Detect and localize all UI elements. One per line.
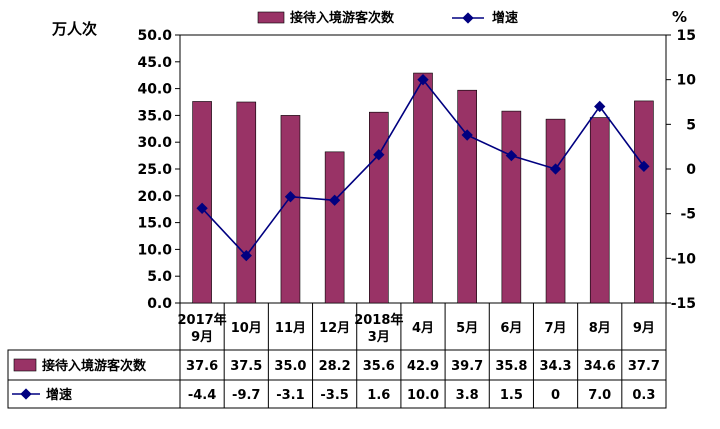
table-cell-bars: 37.6: [186, 359, 218, 374]
y-right-tick-label: 5: [686, 117, 696, 133]
bar: [457, 89, 477, 304]
growth-point: [594, 100, 606, 113]
category-label: 8月: [589, 321, 611, 336]
chart-axes: 0.05.010.015.020.025.030.035.040.045.050…: [137, 28, 696, 312]
category-label: 7月: [545, 321, 567, 336]
table-cell-growth: -9.7: [232, 388, 260, 403]
category-labels: 2017年 9月 10月 11月 12月 2018年 3月 4月 5月 6月 7月 8月 9月: [177, 303, 667, 350]
legend-marker-growth: [462, 12, 474, 24]
legend-swatch-bars: [257, 11, 285, 24]
y-left-tick-label: 30.0: [137, 135, 172, 151]
bar: [236, 101, 257, 304]
y-right-tick-label: 10: [677, 73, 697, 89]
category-label: 6月: [500, 321, 522, 336]
y-left-tick-label: 35.0: [137, 108, 172, 124]
y-left-tick-label: 50.0: [137, 28, 172, 44]
table-cell-growth: 3.8: [456, 388, 479, 403]
table-cell-growth: -3.5: [320, 388, 348, 403]
bar: [501, 110, 522, 304]
table-cell-growth: -4.4: [188, 388, 216, 403]
growth-point: [461, 129, 473, 141]
y-left-unit: 万人次: [51, 20, 97, 38]
growth-point: [373, 149, 385, 161]
table-cell-growth: -3.1: [276, 388, 304, 403]
bar: [324, 151, 345, 304]
legend-label-growth: 增速: [492, 10, 518, 26]
y-left-tick-label: 15.0: [137, 216, 172, 232]
bar: [280, 115, 301, 304]
bar: [634, 100, 654, 304]
legend-label-bars: 接待入境游客次数: [290, 10, 395, 26]
y-left-tick-label: 5.0: [147, 269, 172, 285]
table-row-header: 增速: [46, 387, 72, 403]
table-cell-bars: 28.2: [319, 359, 351, 374]
growth-point: [284, 191, 297, 203]
table-row-header: 接待入境游客次数: [42, 358, 147, 374]
table-cell-bars: 42.9: [407, 359, 439, 374]
growth-point: [549, 163, 562, 175]
category-label: 12月: [319, 321, 350, 336]
y-left-tick-label: 20.0: [137, 189, 172, 205]
line-series: [196, 74, 650, 262]
table-cell-growth: 1.6: [367, 388, 390, 403]
bar: [192, 101, 212, 304]
table-cell-growth: 7.0: [588, 388, 611, 403]
y-left-tick-label: 25.0: [137, 162, 172, 178]
table-cell-bars: 37.5: [230, 359, 262, 374]
table-cell-bars: 35.6: [363, 359, 395, 374]
chart-legend: 接待入境游客次数 增速: [257, 10, 518, 26]
table-cell-bars: 39.7: [451, 359, 483, 374]
y-right-unit: %: [672, 8, 687, 26]
table-cell-growth: 10.0: [407, 388, 439, 403]
table-cell-growth: 1.5: [500, 388, 523, 403]
y-left-tick-label: 40.0: [137, 82, 172, 98]
growth-point: [505, 149, 518, 162]
category-label: 4月: [412, 321, 434, 336]
category-label: 9月: [191, 330, 213, 345]
table-cell-growth: 0: [551, 388, 560, 403]
table-cell-growth: 0.3: [632, 388, 655, 403]
growth-point: [240, 249, 252, 262]
y-right-tick-label: -5: [680, 207, 696, 223]
growth-point: [638, 160, 650, 172]
growth-point: [196, 202, 208, 214]
category-label: 10月: [231, 321, 262, 336]
y-left-tick-label: 0.0: [147, 296, 172, 312]
bar: [545, 118, 566, 304]
category-label: 11月: [275, 321, 306, 336]
table-cell-bars: 35.8: [495, 359, 527, 374]
category-label: 3月: [368, 330, 390, 345]
y-right-tick-label: 0: [686, 162, 696, 178]
category-label: 5月: [456, 321, 478, 336]
y-right-tick-label: -10: [671, 251, 697, 267]
bar: [369, 111, 389, 304]
table-cell-bars: 34.3: [540, 359, 572, 374]
table-swatch-bars: [13, 358, 37, 372]
bar-series: [192, 72, 654, 304]
category-label: 9月: [633, 321, 655, 336]
table-marker-growth: [20, 388, 32, 400]
category-label: 2017年: [177, 312, 226, 328]
y-right-tick-label: -15: [671, 296, 696, 312]
y-left-tick-label: 45.0: [137, 55, 172, 71]
category-label: 2018年: [354, 312, 403, 328]
bar: [413, 72, 433, 304]
growth-point: [328, 194, 341, 206]
y-right-tick-label: 15: [677, 28, 696, 44]
table-cell-bars: 35.0: [274, 359, 306, 374]
y-left-tick-label: 10.0: [137, 242, 172, 258]
table-cell-bars: 37.7: [628, 359, 660, 374]
table-cell-bars: 34.6: [584, 359, 616, 374]
bar: [589, 117, 610, 304]
